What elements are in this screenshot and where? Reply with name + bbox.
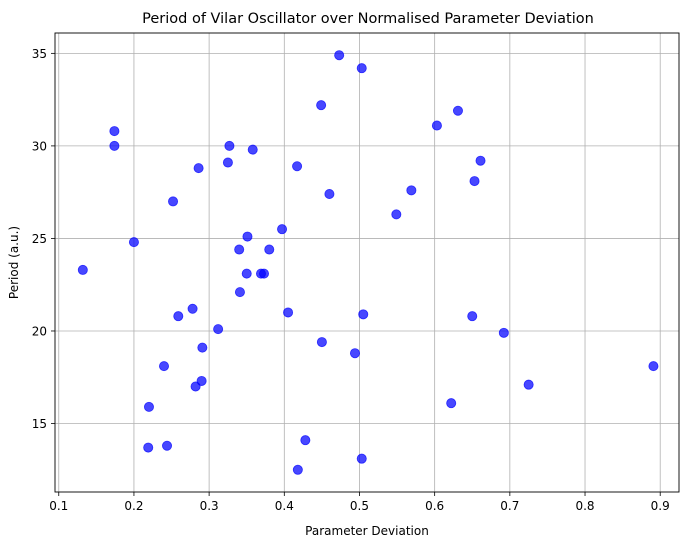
data-point <box>452 105 463 116</box>
data-point <box>109 140 120 151</box>
data-point <box>334 50 345 61</box>
data-point <box>173 311 184 322</box>
data-point <box>431 120 442 131</box>
data-point <box>234 287 245 298</box>
data-point <box>283 307 294 318</box>
data-point <box>349 348 360 359</box>
x-tick-label: 0.3 <box>200 499 219 513</box>
y-tick-label: 25 <box>32 232 47 246</box>
y-axis-ticks: 15 20 25 30 35 <box>32 47 55 431</box>
data-point <box>159 361 170 372</box>
chart-title: Period of Vilar Oscillator over Normalis… <box>142 11 594 27</box>
y-tick-label: 35 <box>32 47 47 61</box>
x-tick-label: 0.1 <box>49 499 68 513</box>
data-point <box>356 63 367 74</box>
data-point <box>300 435 311 446</box>
data-point <box>358 309 369 320</box>
data-point <box>523 379 534 390</box>
y-axis-label: Period (a.u.) <box>7 226 21 299</box>
data-point <box>292 161 303 172</box>
y-tick-label: 20 <box>32 324 47 338</box>
data-point <box>316 100 327 111</box>
x-tick-label: 0.4 <box>275 499 294 513</box>
y-tick-label: 30 <box>32 139 47 153</box>
plot-frame <box>54 32 680 493</box>
data-point <box>277 224 288 235</box>
x-axis-ticks: 0.1 0.2 0.3 0.4 0.5 0.6 0.7 0.8 0.9 <box>49 492 670 513</box>
data-point <box>109 126 120 137</box>
data-point <box>162 440 173 451</box>
data-point <box>264 244 275 255</box>
data-point <box>224 140 235 151</box>
x-tick-label: 0.8 <box>575 499 594 513</box>
data-point <box>467 311 478 322</box>
data-point <box>406 185 417 196</box>
data-point <box>648 361 659 372</box>
data-point <box>356 453 367 464</box>
data-point <box>77 264 88 275</box>
x-tick-label: 0.5 <box>350 499 369 513</box>
data-point <box>187 303 198 314</box>
y-tick-label: 15 <box>32 417 47 431</box>
data-point <box>128 237 139 248</box>
data-point <box>247 144 258 155</box>
data-point <box>316 337 327 348</box>
data-points <box>77 50 659 475</box>
x-tick-label: 0.7 <box>500 499 519 513</box>
data-point <box>190 381 201 392</box>
data-point <box>222 157 233 168</box>
data-point <box>498 327 509 338</box>
x-tick-label: 0.6 <box>425 499 444 513</box>
data-point <box>241 268 252 279</box>
data-point <box>324 189 335 200</box>
gridlines <box>55 33 679 492</box>
data-point <box>234 244 245 255</box>
x-tick-label: 0.9 <box>651 499 670 513</box>
data-point <box>168 196 179 207</box>
data-point <box>143 401 154 412</box>
x-tick-label: 0.2 <box>124 499 143 513</box>
data-point <box>143 442 154 453</box>
data-point <box>391 209 402 220</box>
data-point <box>475 155 486 166</box>
x-axis-label: Parameter Deviation <box>305 524 429 538</box>
data-point <box>446 398 457 409</box>
data-point <box>213 324 224 335</box>
data-point <box>242 231 253 242</box>
data-point <box>292 464 303 475</box>
data-point <box>469 176 480 187</box>
data-point <box>259 268 270 279</box>
data-point <box>193 163 204 174</box>
data-point <box>197 342 208 353</box>
